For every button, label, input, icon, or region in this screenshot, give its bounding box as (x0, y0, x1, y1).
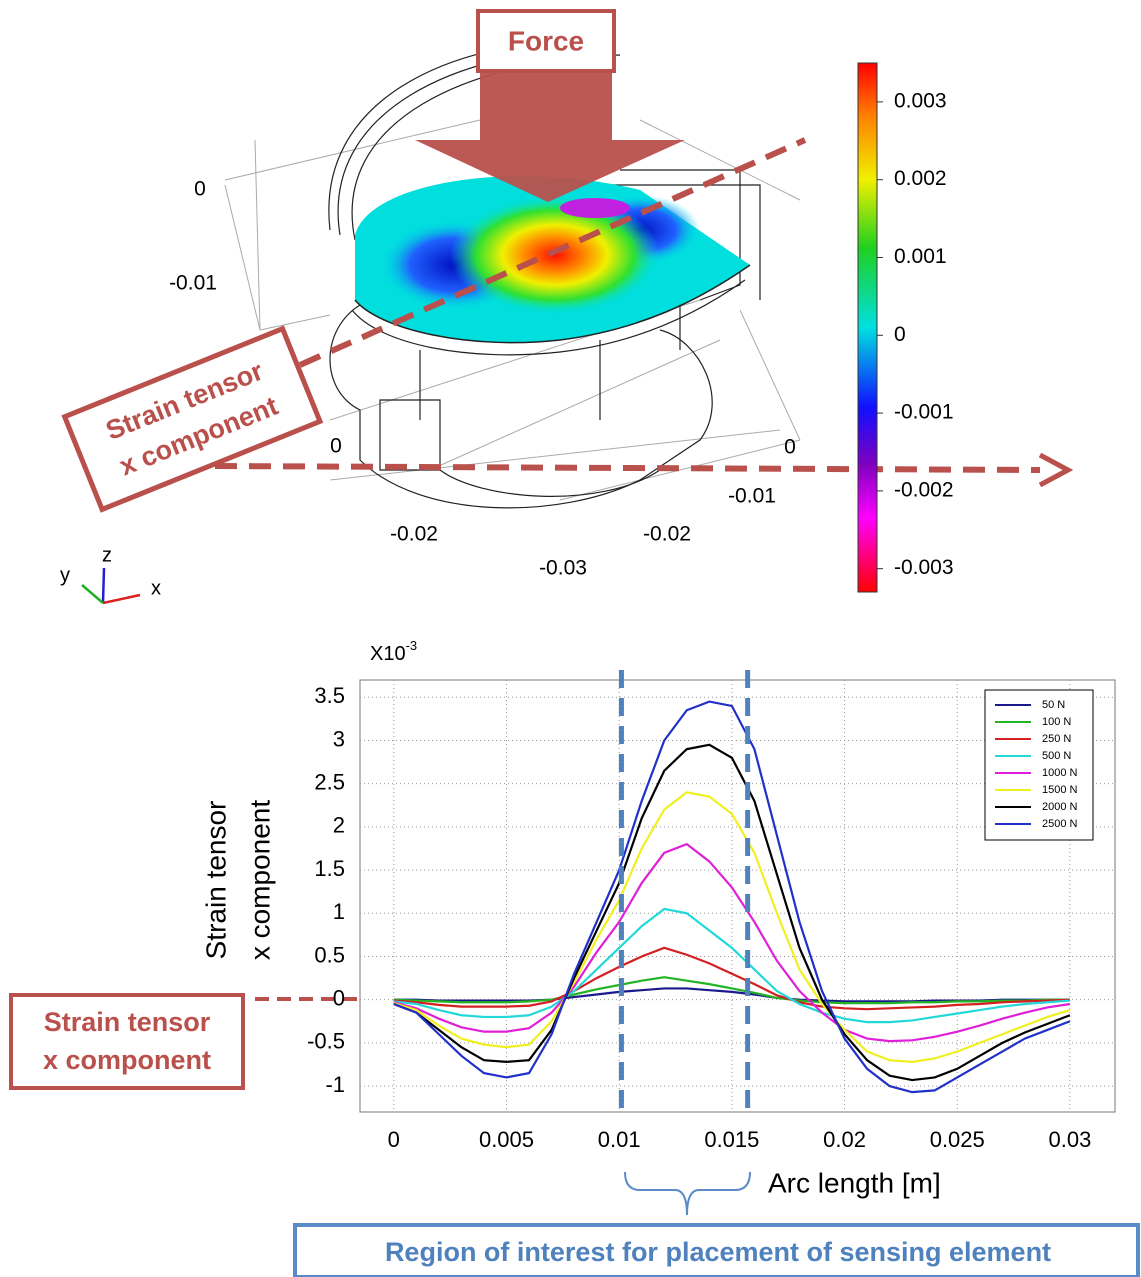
dashed-arrows (214, 137, 1041, 1001)
brace (624, 1171, 751, 1216)
legend-label: 50 N (1042, 699, 1065, 711)
annotation-line: x component (43, 1045, 211, 1075)
arrow-head (1038, 452, 1074, 488)
region-label: Region of interest for placement of sens… (385, 1237, 1051, 1267)
colorbar-tick-label: 0 (894, 323, 906, 346)
axis-3d-label: -0.02 (390, 523, 438, 546)
axis-3d-label: 0 (194, 178, 206, 201)
y-multiplier: X10-3 (370, 638, 417, 665)
device-outline (328, 39, 761, 509)
legend-label: 2500 N (1042, 818, 1078, 830)
y-tick-label: -1 (325, 1072, 345, 1097)
strain-surface (351, 176, 751, 356)
x-tick-label: 0.03 (1049, 1127, 1092, 1152)
legend-label: 500 N (1042, 750, 1071, 762)
multiplier-base: X10 (370, 643, 406, 665)
y-tick-label: 0 (333, 985, 345, 1010)
region-box (293, 1223, 1140, 1277)
series-line (393, 842, 1071, 1043)
series-line (393, 700, 1071, 1094)
series-line (393, 976, 1070, 1005)
triad-label: x (151, 577, 161, 599)
x-tick-label: 0.01 (598, 1127, 641, 1152)
series-line (393, 907, 1071, 1024)
annotation-line: Strain tensor (44, 1007, 211, 1037)
y-tick-label: 0.5 (314, 942, 345, 967)
y-axis-label: Strain tensor (200, 801, 231, 960)
colorbar-tick-label: 0.001 (894, 245, 947, 268)
strain-annotation-box: Strain tensor x component (61, 325, 324, 513)
axis-triad (81, 567, 141, 605)
y-axis-label: x component (244, 800, 275, 961)
multiplier-exponent: -3 (406, 638, 418, 653)
legend-label: 1000 N (1042, 767, 1078, 779)
annotation-box (9, 993, 245, 1090)
x-tick-label: 0 (388, 1127, 400, 1152)
legend-label: 250 N (1042, 733, 1071, 745)
legend-box (984, 689, 1094, 841)
x-tick-label: 0.025 (930, 1127, 985, 1152)
axis-3d-label: 0 (784, 436, 796, 459)
y-tick-label: -0.5 (307, 1029, 345, 1054)
y-tick-label: 1 (333, 899, 345, 924)
triad-label: y (60, 564, 70, 586)
x-tick-label: 0.005 (479, 1127, 534, 1152)
colorbar-tick-label: -0.002 (894, 478, 954, 501)
legend-label: 100 N (1042, 716, 1071, 728)
x-axis-label: Arc length [m] (768, 1167, 941, 1198)
axis-3d-label: -0.01 (169, 272, 217, 295)
y-tick-label: 2 (333, 813, 345, 838)
series-line (393, 743, 1071, 1082)
triad-label: z (102, 544, 112, 566)
axis-3d-label: -0.02 (643, 523, 691, 546)
colorbar (857, 62, 878, 593)
x-tick-label: 0.02 (823, 1127, 866, 1152)
y-tick-label: 3 (333, 726, 345, 751)
legend-label: 2000 N (1042, 801, 1078, 813)
colorbar-tick-label: -0.003 (894, 556, 954, 579)
force-arrow (415, 9, 685, 202)
y-tick-label: 2.5 (314, 769, 345, 794)
axis-3d-label: 0 (330, 435, 342, 458)
legend-label: 1500 N (1042, 784, 1078, 796)
y-tick-label: 1.5 (314, 856, 345, 881)
axis-3d-label: -0.01 (728, 485, 776, 508)
y-tick-label: 3.5 (314, 683, 345, 708)
colorbar-tick-label: -0.001 (894, 401, 954, 424)
series-line (393, 946, 1070, 1011)
colorbar-tick-label: 0.002 (894, 167, 947, 190)
wireframe (224, 119, 801, 501)
axis-3d-label: -0.03 (539, 557, 587, 580)
force-label: Force (508, 25, 584, 56)
colorbar-tick-label: 0.003 (894, 89, 947, 112)
x-tick-label: 0.015 (704, 1127, 759, 1152)
series-line (393, 791, 1071, 1063)
